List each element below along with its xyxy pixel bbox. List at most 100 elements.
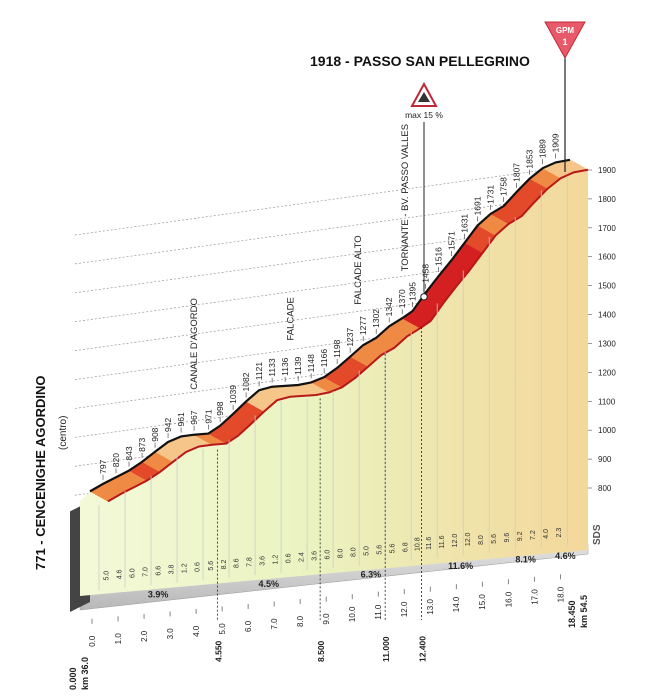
km-guide-lines <box>98 175 568 620</box>
gradient-label: 8.0 <box>478 535 485 545</box>
road-top-edge <box>89 158 571 493</box>
km-axis-label: 18.0 <box>556 586 565 602</box>
gradient-label: 4.6 <box>117 569 124 579</box>
altitude-point-label: 967 <box>189 410 199 424</box>
altitude-point-label: 1458 <box>421 264 431 283</box>
gradient-label: 5.6 <box>390 544 397 554</box>
gradient-label: 9.6 <box>504 533 511 543</box>
altitude-axis-label: 1900 <box>598 166 616 175</box>
altitude-point-label: 1133 <box>267 358 277 377</box>
altitude-axis-label: 1100 <box>598 397 616 406</box>
km-axis-label: 10.0 <box>348 606 357 622</box>
gradient-label: 12.0 <box>452 534 459 548</box>
km-axis-label: 4.0 <box>192 625 201 637</box>
segment-gradient-label: 4.6% <box>555 551 576 561</box>
gradient-label: 7.2 <box>530 530 537 540</box>
altitude-point-label: 908 <box>150 427 160 441</box>
altitude-point-label: 1166 <box>319 349 329 368</box>
altitude-point-label: 1807 <box>512 163 522 182</box>
km-axis-label: 5.0 <box>218 623 227 635</box>
gradient-label: 9.2 <box>517 531 524 541</box>
max-gradient-label: max 15 % <box>405 110 443 120</box>
max-gradient-icon <box>410 81 438 107</box>
altitude-point-label: 1516 <box>434 247 444 266</box>
place-label: CANALE D'AGORDO <box>189 298 200 390</box>
finish-km-label: 18.450 <box>567 600 577 628</box>
altitude-point-label: 998 <box>215 401 225 415</box>
svg-text:GPM: GPM <box>556 26 575 35</box>
altitude-axis-label: 1400 <box>598 311 616 320</box>
km-axis-label: 17.0 <box>530 589 539 605</box>
km-axis-label: 16.0 <box>504 591 513 607</box>
altitude-point-label: 843 <box>124 446 134 460</box>
altitude-point-label: 942 <box>163 417 173 431</box>
altitude-point-label: 1139 <box>293 356 303 375</box>
intermediate-km-label: 12.400 <box>418 636 428 662</box>
gradient-label: 11.6 <box>439 535 446 548</box>
gradient-label: 8.0 <box>351 547 358 557</box>
gradient-label: 1.2 <box>273 555 280 565</box>
segment-gradient-label: 4.5% <box>258 579 279 589</box>
km-axis-label: 13.0 <box>426 599 435 615</box>
altitude-point-label: 1370 <box>397 289 407 308</box>
altitude-point-label: 1909 <box>551 133 561 152</box>
gradient-label: 6.8 <box>403 542 410 552</box>
altitude-axis-label: 1600 <box>598 253 616 262</box>
altitude-point-label: 1121 <box>254 362 264 381</box>
gradient-label: 7.0 <box>143 567 150 577</box>
gradient-labels: 5.0 4.6 6.0 7.0 6.6 3.8 1.2 0.6 5.6 8.2 8.6 7.8 3.6 1… <box>104 528 564 581</box>
altitude-point-label: 1277 <box>358 316 368 335</box>
gpm-icon: GPM 1 <box>544 21 586 60</box>
km-axis-label: 9.0 <box>322 613 331 625</box>
gradient-label: 2.4 <box>299 552 306 562</box>
gradient-label: 5.0 <box>104 571 111 581</box>
sds-logo: SDS <box>592 524 603 545</box>
altitude-axis-label: 1200 <box>598 368 616 377</box>
segment-gradient-labels: 3.9% 4.5% 6.3% 11.6% 8.1% 4.6% <box>148 551 576 600</box>
altitude-point-label: 1148 <box>306 354 316 373</box>
altitude-point-label: 1039 <box>228 385 238 404</box>
gradient-label: 8.2 <box>221 560 228 570</box>
altitude-axis-label: 800 <box>598 484 612 493</box>
max-gradient-point <box>420 293 428 301</box>
altitude-axis-label: 1800 <box>598 195 616 204</box>
gridline <box>74 164 581 236</box>
km-axis-label: 11.0 <box>374 604 383 620</box>
gradient-label: 2.3 <box>556 528 563 538</box>
start-town-sub-label: (centro) <box>58 416 69 450</box>
gradient-label: 3.8 <box>169 565 176 575</box>
gradient-label: 12.0 <box>465 532 472 546</box>
start-km-total: km 36.0 <box>80 657 90 690</box>
summit-title: 1918 - PASSO SAN PELLEGRINO <box>310 53 530 69</box>
segment-gradient-label: 3.9% <box>148 590 169 600</box>
place-label: FALCADE ALTO <box>353 235 364 304</box>
altitude-point-label: 1571 <box>447 231 457 250</box>
altitude-axis: 800 900 1000 1100 1200 1300 1400 1500 1600 1700 18… <box>588 166 616 493</box>
gradient-label: 10.8 <box>414 537 421 551</box>
km-axis-label: 7.0 <box>270 618 279 630</box>
gradient-label: 0.6 <box>286 553 293 563</box>
altitude-point-label: 1731 <box>486 185 496 204</box>
start-km-label: 0.000 <box>68 667 78 690</box>
altitude-point-label: 1395 <box>408 282 418 301</box>
intermediate-km-label: 11.000 <box>381 636 391 662</box>
altitude-axis-label: 1500 <box>598 282 616 291</box>
segment-gradient-label: 11.6% <box>448 561 473 571</box>
gradient-label: 1.2 <box>182 563 189 573</box>
gradient-label: 5.6 <box>491 534 498 544</box>
altitude-point-label: 820 <box>111 453 121 467</box>
gradient-label: 7.8 <box>247 557 254 567</box>
altitude-point-label: 797 <box>98 459 108 473</box>
km-axis-label: 6.0 <box>244 620 253 632</box>
intermediate-km-label: 8.500 <box>316 640 326 662</box>
altitude-point-label: 1302 <box>371 309 381 328</box>
km-axis-label: 12.0 <box>400 601 409 617</box>
gradient-label: 5.6 <box>208 561 215 571</box>
altitude-point-label: 971 <box>203 409 213 423</box>
altitude-point-label: 1342 <box>384 297 394 316</box>
gradient-label: 5.6 <box>377 545 384 555</box>
gridline <box>74 193 581 265</box>
start-town-label: 771 - CENCENIGHE AGORDINO <box>33 375 48 570</box>
